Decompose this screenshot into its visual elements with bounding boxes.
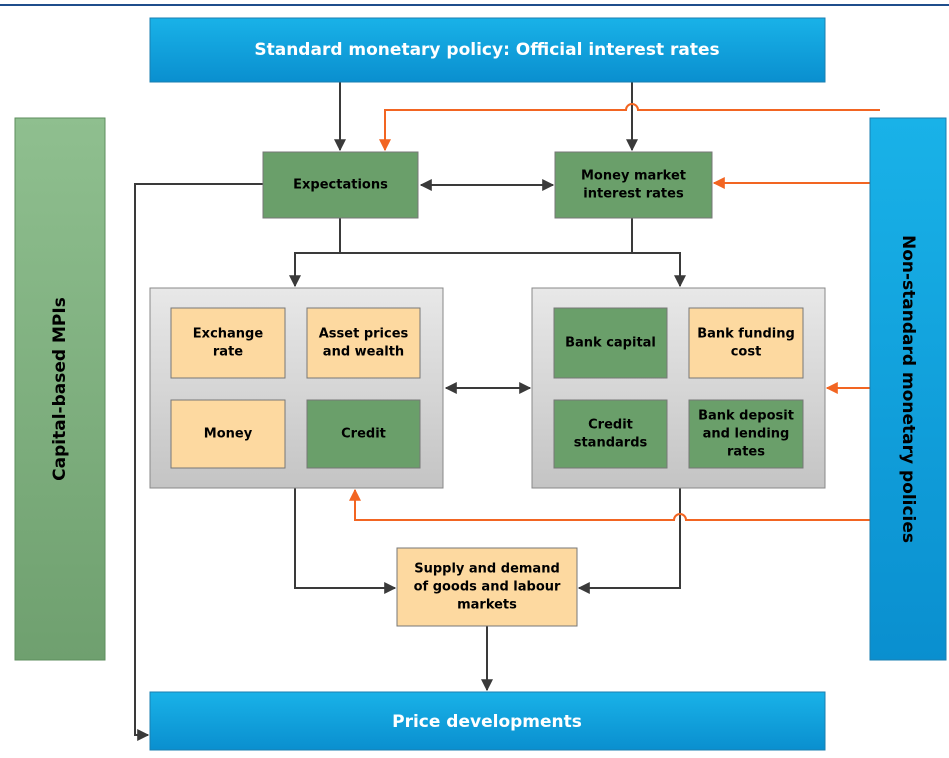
node-label: Bank capital xyxy=(565,336,656,351)
node-label: Asset prices xyxy=(319,327,409,342)
node-box xyxy=(306,399,421,469)
connectors xyxy=(134,82,880,741)
right-bar xyxy=(869,117,947,661)
node-label: Bank deposit xyxy=(698,409,794,424)
node-box xyxy=(262,151,419,219)
policy-box xyxy=(149,17,826,83)
policy-title: Standard monetary policy: Official inter… xyxy=(254,40,719,60)
node-label: Credit xyxy=(588,418,633,433)
node-box xyxy=(553,399,668,469)
node-label: Money market xyxy=(581,169,686,184)
node-label: Credit xyxy=(341,427,386,442)
node-label: and wealth xyxy=(323,345,404,360)
node-label: standards xyxy=(574,436,648,451)
node-label: Exchange xyxy=(193,327,264,342)
node-label: Supply and demand xyxy=(414,562,560,577)
node-box xyxy=(396,547,578,627)
node-box xyxy=(170,399,286,469)
node-label: rate xyxy=(213,345,243,360)
price-title: Price developments xyxy=(392,712,582,732)
node-box xyxy=(688,307,804,379)
left-bar-label: Capital-based MPIs xyxy=(50,297,70,481)
node-box xyxy=(306,307,421,379)
node-label: Money xyxy=(204,427,253,442)
node-box xyxy=(688,399,804,469)
left-bar xyxy=(14,117,106,661)
node-box xyxy=(170,307,286,379)
node-label: and lending xyxy=(703,427,790,442)
price-box xyxy=(149,691,826,751)
right-bar-label: Non-standard monetary policies xyxy=(898,235,918,543)
node-label: cost xyxy=(731,345,762,360)
node-box xyxy=(553,307,668,379)
node-label: of goods and labour xyxy=(414,580,561,595)
node-label: interest rates xyxy=(583,187,684,202)
node-label: markets xyxy=(457,598,517,613)
node-box xyxy=(554,151,713,219)
node-label: Expectations xyxy=(293,178,388,193)
node-label: Bank funding xyxy=(697,327,795,342)
node-label: rates xyxy=(727,445,765,460)
